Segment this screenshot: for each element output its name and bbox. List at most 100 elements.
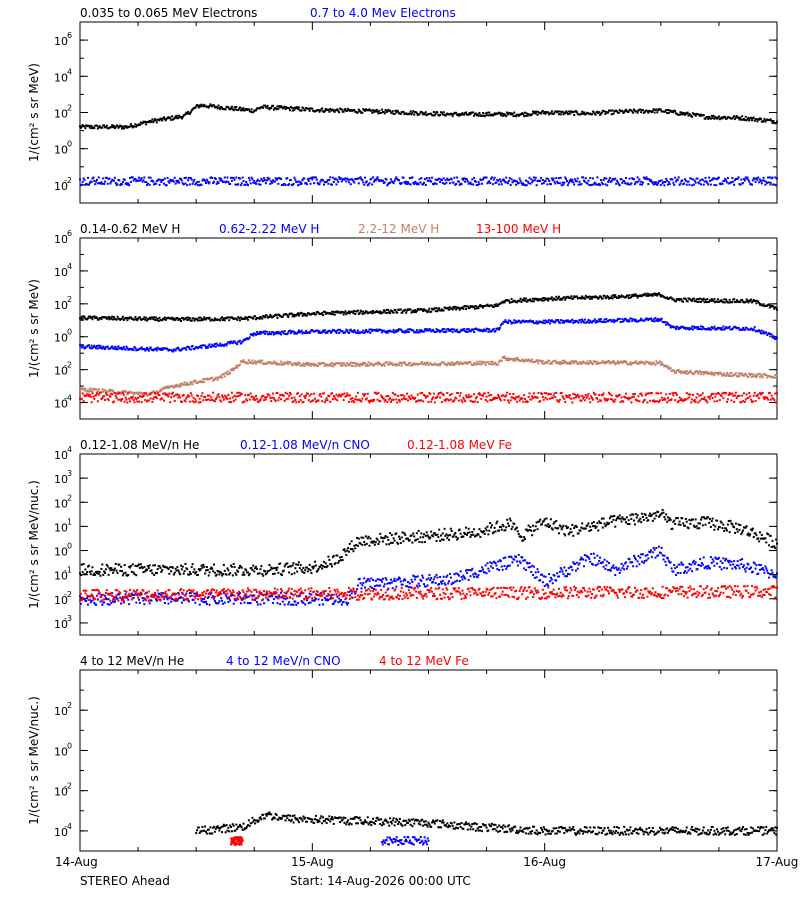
data-point <box>387 395 389 397</box>
data-point <box>432 114 434 116</box>
data-point <box>503 395 505 397</box>
data-point <box>344 331 346 333</box>
data-point <box>140 563 142 565</box>
data-point <box>613 361 615 363</box>
data-point <box>430 311 432 313</box>
data-point <box>445 398 447 400</box>
data-point <box>637 112 639 114</box>
data-point <box>697 401 699 403</box>
data-point <box>770 182 772 184</box>
data-point <box>666 180 668 182</box>
data-point <box>750 373 752 375</box>
data-point <box>361 331 363 333</box>
data-point <box>302 315 304 317</box>
data-point <box>289 109 291 111</box>
data-point <box>747 301 749 303</box>
data-point <box>134 573 136 575</box>
data-point <box>736 397 738 399</box>
data-point <box>176 117 178 119</box>
data-point <box>285 392 287 394</box>
data-point <box>79 178 81 180</box>
data-point <box>96 392 98 394</box>
data-point <box>91 345 93 347</box>
data-point <box>545 180 547 182</box>
data-point <box>558 401 560 403</box>
data-point <box>409 113 411 115</box>
data-point <box>528 177 530 179</box>
data-point <box>718 393 720 395</box>
data-point <box>690 401 692 403</box>
data-point <box>661 361 663 363</box>
data-point <box>129 400 131 402</box>
data-point <box>407 364 409 366</box>
data-point <box>336 179 338 181</box>
data-point <box>285 398 287 400</box>
data-point <box>562 184 564 186</box>
data-point <box>509 177 511 179</box>
data-point <box>619 318 621 320</box>
data-point <box>596 361 598 363</box>
data-point <box>471 178 473 180</box>
data-point <box>305 395 307 397</box>
data-point <box>564 401 566 403</box>
data-point <box>238 317 240 319</box>
data-point <box>259 331 261 333</box>
data-point <box>207 180 209 182</box>
data-point <box>122 574 124 576</box>
data-point <box>327 109 329 111</box>
data-point <box>131 571 133 573</box>
data-point <box>747 376 749 378</box>
data-point <box>81 316 83 318</box>
data-point <box>145 392 147 394</box>
data-point <box>453 399 455 401</box>
data-point <box>567 113 569 115</box>
data-point <box>189 401 191 403</box>
data-point <box>335 398 337 400</box>
data-point <box>284 400 286 402</box>
data-point <box>100 568 102 570</box>
data-point <box>500 181 502 183</box>
data-point <box>551 363 553 365</box>
data-point <box>460 392 462 394</box>
data-point <box>605 297 607 299</box>
data-point <box>224 177 226 179</box>
data-point <box>331 362 333 364</box>
data-point <box>589 177 591 179</box>
data-point <box>499 112 501 114</box>
data-point <box>341 108 343 110</box>
data-point <box>677 179 679 181</box>
data-point <box>249 336 251 338</box>
data-point <box>754 178 756 180</box>
data-point <box>497 394 499 396</box>
data-point <box>527 401 529 403</box>
data-point <box>341 362 343 364</box>
data-point <box>145 181 147 183</box>
data-point <box>314 398 316 400</box>
data-point <box>112 318 114 320</box>
data-point <box>637 395 639 397</box>
data-point <box>394 110 396 112</box>
data-point <box>636 295 638 297</box>
data-point <box>695 115 697 117</box>
data-point <box>515 184 517 186</box>
data-point <box>698 395 700 397</box>
data-point <box>753 395 755 397</box>
data-point <box>354 313 356 315</box>
data-point <box>504 357 506 359</box>
data-point <box>189 183 191 185</box>
data-point <box>435 310 437 312</box>
data-point <box>571 179 573 181</box>
data-point <box>421 112 423 114</box>
data-point <box>646 176 648 178</box>
data-point <box>520 298 522 300</box>
data-point <box>148 350 150 352</box>
data-point <box>97 182 99 184</box>
data-point <box>370 110 372 112</box>
data-point <box>276 105 278 107</box>
data-point <box>312 399 314 401</box>
data-point <box>188 177 190 179</box>
data-point <box>285 108 287 110</box>
data-point <box>533 176 535 178</box>
data-point <box>208 398 210 400</box>
data-point <box>91 570 93 572</box>
